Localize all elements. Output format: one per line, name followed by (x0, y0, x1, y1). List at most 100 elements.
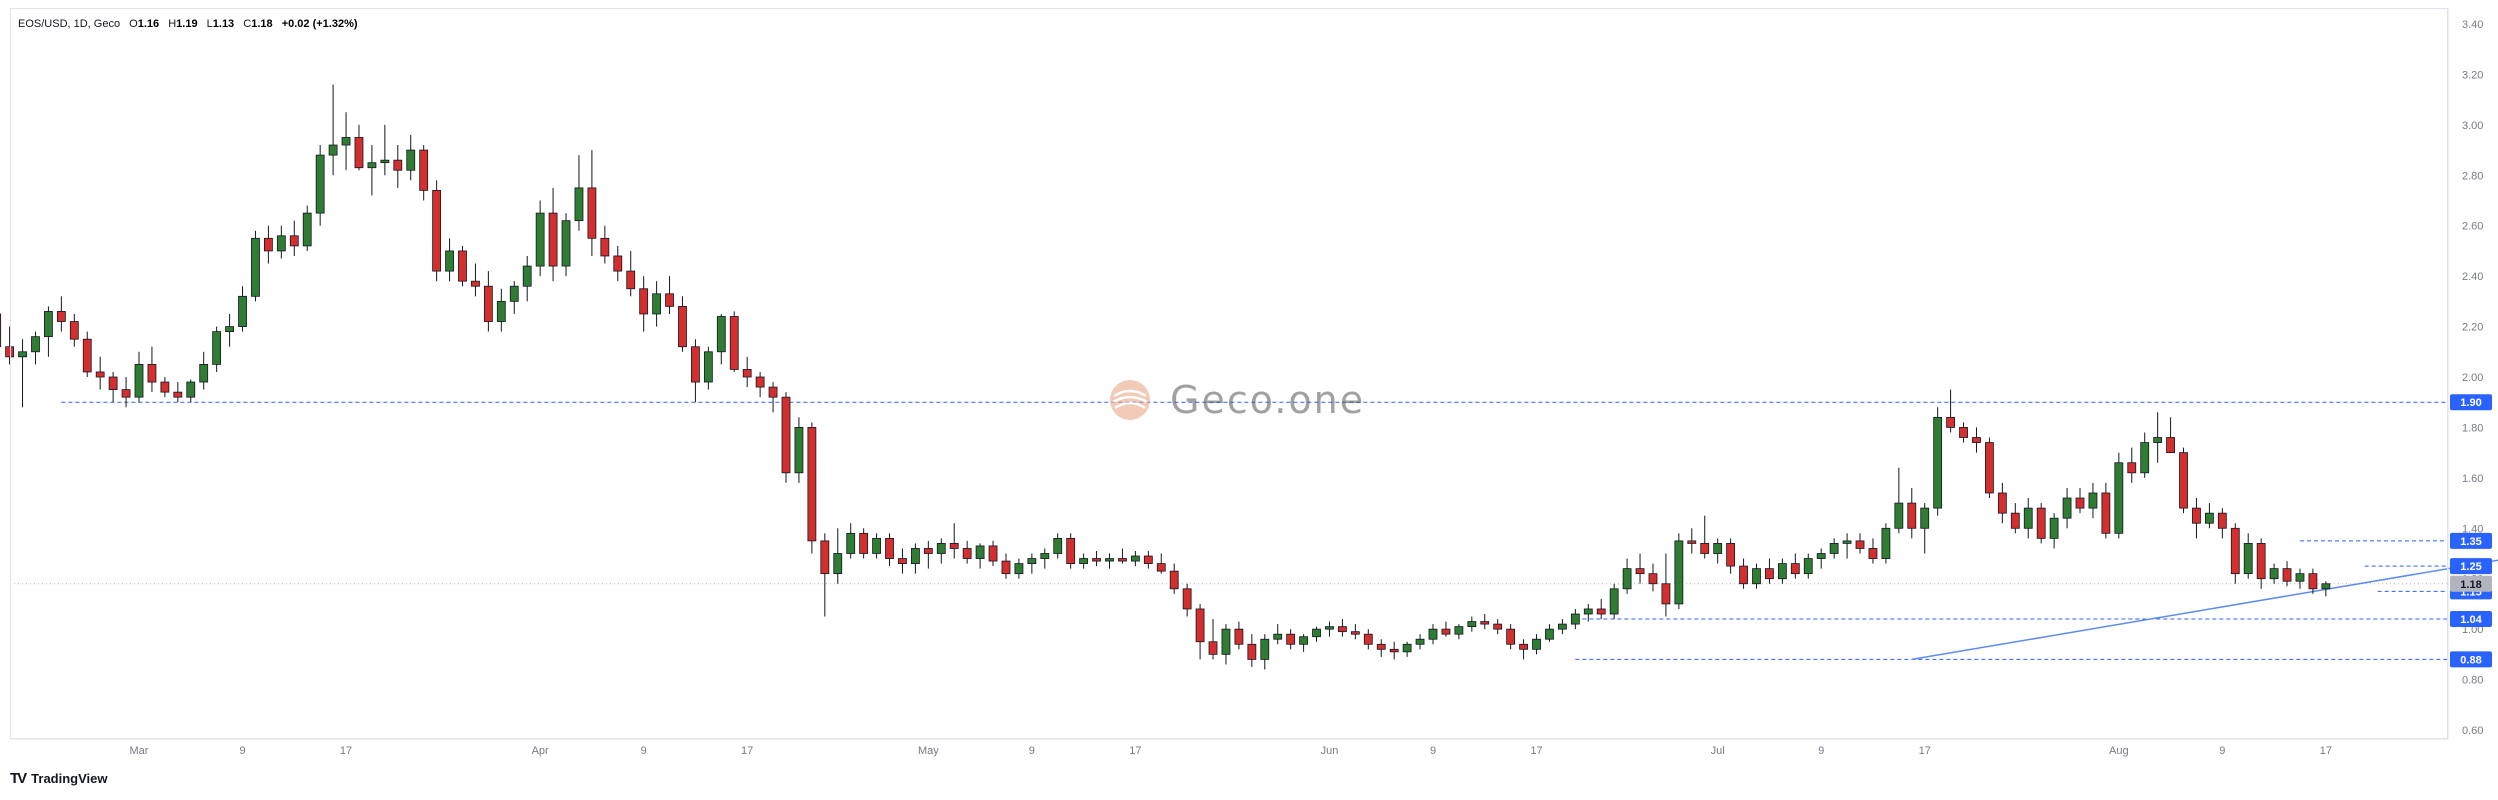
change-value: +0.02 (+1.32%) (281, 18, 358, 30)
candle (1182, 583, 1192, 617)
candle (1868, 538, 1878, 564)
x-tick-label: 9 (1818, 745, 1824, 757)
candle (1506, 624, 1516, 650)
level-badge-label: 1.25 (2460, 561, 2481, 573)
candle-body (522, 265, 532, 287)
candle-body (548, 212, 558, 267)
x-tick-label: 17 (2320, 745, 2332, 757)
candle (1208, 619, 1218, 660)
candle (458, 245, 467, 287)
x-tick-label: Jul (1711, 745, 1725, 757)
candle-body (1363, 633, 1373, 645)
candle (367, 145, 377, 196)
trendline-layer (1911, 460, 2498, 661)
candle (949, 523, 959, 559)
candle-body (31, 336, 40, 353)
candle-body (2062, 497, 2072, 519)
candle (2140, 432, 2150, 478)
candle (1234, 621, 1244, 650)
candle-body (859, 532, 869, 554)
candle (380, 124, 390, 176)
candle (1933, 407, 1943, 516)
candle (1001, 553, 1011, 579)
candle-body (1169, 570, 1179, 590)
chart-legend: EOS/USD, 1D, Geco O1.16 H1.19 L1.13 C1.1… (18, 18, 358, 30)
level-badge: 0.88 (2450, 651, 2492, 668)
y-tick-label: 2.60 (2462, 221, 2483, 233)
price-axis[interactable]: 3.40 3.20 3.00 2.80 2.60 2.40 2.20 2.00 1.80 1.60… (2447, 8, 2492, 739)
candle (1532, 634, 1541, 655)
candle (1079, 553, 1089, 569)
candle-body (1985, 442, 1994, 494)
candle-body (1997, 492, 2007, 514)
candle-body (962, 548, 972, 559)
low-value: 1.13 (212, 18, 235, 30)
candle-body (1014, 563, 1024, 575)
candle-body (95, 371, 105, 378)
trendline[interactable] (1911, 460, 2498, 661)
candle (2243, 533, 2253, 579)
candle (1674, 533, 1684, 609)
candle (1661, 553, 1671, 617)
candle (56, 296, 66, 332)
time-axis[interactable]: 17Mar917Apr917May917Jun917Jul917Aug917Se… (0, 738, 2498, 757)
high-key: H (168, 18, 177, 30)
candle (1894, 467, 1904, 534)
candle-body (1376, 643, 1386, 650)
candle (1493, 619, 1503, 635)
tradingview-logo[interactable]: TV TradingView (10, 770, 108, 787)
candle-body (1130, 555, 1140, 562)
candle (212, 326, 222, 372)
candle (1829, 538, 1839, 559)
x-tick-label: Jun (1321, 745, 1339, 757)
candle (445, 238, 454, 282)
candle (1402, 641, 1412, 657)
candle-body (147, 363, 157, 383)
candle-body (1428, 628, 1438, 640)
candle (561, 213, 571, 277)
candle (807, 422, 817, 554)
candle-body (276, 235, 286, 252)
candle-body (1583, 608, 1593, 615)
candle (833, 528, 843, 584)
candle (276, 225, 286, 259)
close-value: 1.18 (251, 18, 273, 30)
candle-body (781, 396, 791, 474)
candle (419, 145, 429, 201)
candle (108, 371, 118, 403)
candle (1454, 624, 1464, 640)
candle-body (1894, 502, 1904, 529)
candle-body (458, 250, 467, 282)
candle-body (1040, 553, 1050, 559)
candle-body (1752, 568, 1761, 585)
candle-body (691, 346, 700, 383)
candle (872, 533, 881, 559)
candle (199, 351, 209, 390)
candle (2282, 561, 2292, 587)
candle (173, 382, 183, 403)
candle-body (1907, 502, 1917, 529)
candle-body (1273, 633, 1283, 640)
candle (1350, 624, 1360, 640)
candle-body (1816, 553, 1826, 559)
x-tick-label: 17 (741, 745, 753, 757)
candle-body (82, 338, 92, 373)
candle (2023, 498, 2033, 539)
candle-body (2036, 507, 2046, 539)
candle (2230, 523, 2240, 584)
candle (1105, 553, 1114, 569)
candle (1027, 553, 1037, 574)
candle (1092, 550, 1101, 567)
candle (1195, 603, 1205, 660)
candle-body (1234, 628, 1244, 645)
candle-body (238, 295, 247, 327)
y-tick-label: 2.00 (2462, 372, 2483, 384)
x-tick-label: May (918, 745, 939, 757)
candle-body (1325, 626, 1334, 630)
candle (1221, 624, 1231, 665)
candle-body (626, 270, 636, 290)
candle (509, 281, 519, 314)
level-badge-label: 1.90 (2460, 397, 2481, 409)
